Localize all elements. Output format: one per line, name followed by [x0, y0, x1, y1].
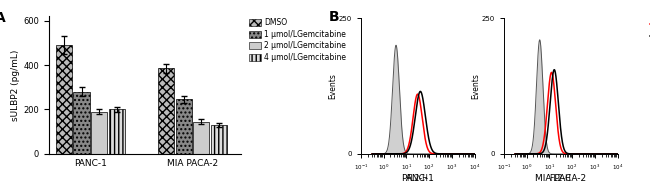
X-axis label: FL2-H: FL2-H: [407, 174, 428, 181]
Bar: [91, 112, 107, 154]
Legend: DMSO, 1 μmol/LGemcitabine, 2 μmol/LGemcitabine, 4 μmol/LGemcitabine: DMSO, 1 μmol/LGemcitabine, 2 μmol/LGemci…: [248, 17, 347, 63]
Bar: [73, 92, 90, 154]
Bar: [193, 122, 209, 154]
Y-axis label: Events: Events: [471, 73, 480, 99]
Y-axis label: sULBP2 (pg/mL): sULBP2 (pg/mL): [11, 49, 20, 121]
X-axis label: FL2-H: FL2-H: [550, 174, 571, 181]
Bar: [56, 45, 72, 154]
Bar: [109, 110, 125, 154]
Bar: [176, 100, 192, 154]
Text: B: B: [329, 10, 339, 24]
Bar: [158, 68, 174, 154]
Y-axis label: Events: Events: [328, 73, 337, 99]
Legend: DMSO, Gemcitabine: DMSO, Gemcitabine: [506, 19, 567, 41]
Bar: [211, 125, 227, 154]
Text: MIA PACA-2: MIA PACA-2: [535, 174, 586, 181]
Text: A: A: [0, 11, 6, 25]
Text: PANC-1: PANC-1: [401, 174, 434, 181]
